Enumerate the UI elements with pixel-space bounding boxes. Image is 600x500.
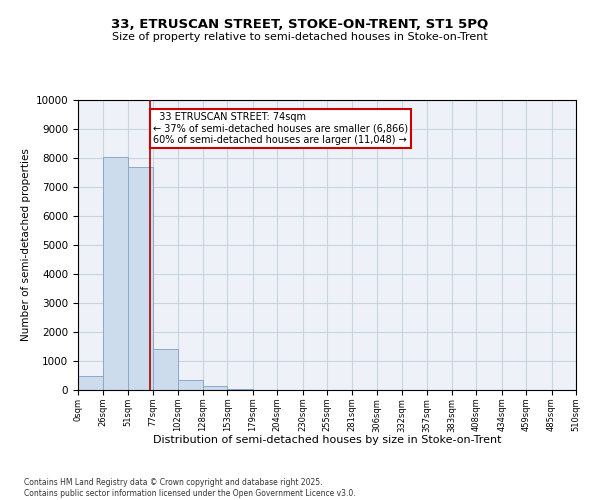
Bar [153, 350, 178, 390]
Text: Contains HM Land Registry data © Crown copyright and database right 2025.
Contai: Contains HM Land Registry data © Crown c… [24, 478, 356, 498]
Bar [103, 156, 128, 390]
Bar [227, 388, 253, 390]
Text: Distribution of semi-detached houses by size in Stoke-on-Trent: Distribution of semi-detached houses by … [153, 435, 501, 445]
Bar [203, 386, 227, 390]
Bar [128, 166, 153, 390]
Y-axis label: Number of semi-detached properties: Number of semi-detached properties [22, 148, 31, 342]
Text: 33 ETRUSCAN STREET: 74sqm
← 37% of semi-detached houses are smaller (6,866)
60% : 33 ETRUSCAN STREET: 74sqm ← 37% of semi-… [153, 112, 409, 145]
Bar [78, 376, 103, 390]
Text: Size of property relative to semi-detached houses in Stoke-on-Trent: Size of property relative to semi-detach… [112, 32, 488, 42]
Bar [178, 380, 203, 390]
Text: 33, ETRUSCAN STREET, STOKE-ON-TRENT, ST1 5PQ: 33, ETRUSCAN STREET, STOKE-ON-TRENT, ST1… [112, 18, 488, 30]
